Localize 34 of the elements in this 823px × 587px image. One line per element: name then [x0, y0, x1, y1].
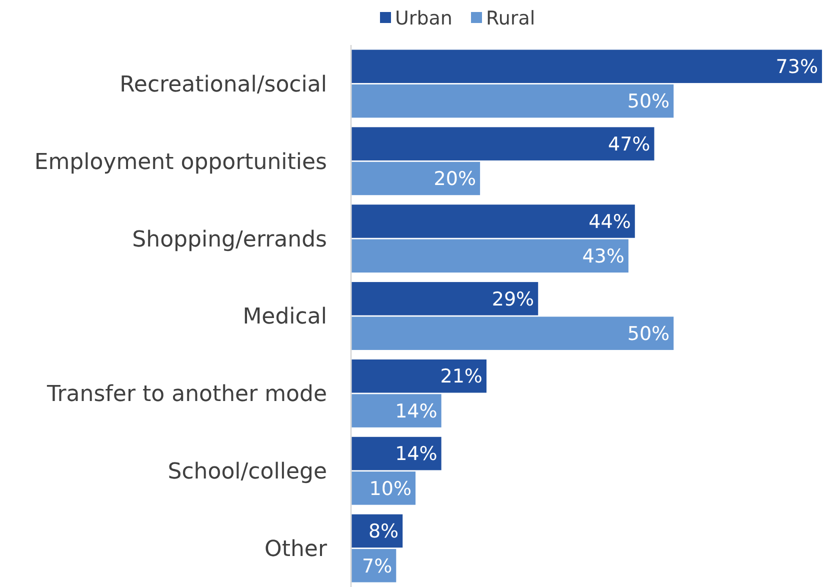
bar	[351, 282, 538, 316]
bar	[351, 394, 442, 428]
data-label: 7%	[362, 555, 392, 578]
data-label: 14%	[395, 400, 438, 422]
data-label: 50%	[627, 90, 670, 113]
data-label: 29%	[492, 288, 534, 310]
bar	[351, 359, 486, 393]
bar	[351, 436, 442, 470]
data-label: 10%	[369, 478, 412, 500]
data-label: 20%	[434, 168, 476, 190]
bar	[351, 162, 480, 196]
y-tick-label: Recreational/social	[120, 72, 327, 98]
data-label: 50%	[627, 322, 670, 345]
y-tick-label: Shopping/errands	[132, 227, 327, 252]
data-label: 43%	[582, 246, 624, 268]
bar	[351, 127, 654, 160]
y-tick-label: Medical	[242, 304, 327, 330]
data-label: 73%	[776, 56, 818, 78]
y-tick-label: Transfer to another mode	[46, 382, 327, 408]
legend-label: Rural	[486, 8, 536, 30]
data-label: 44%	[588, 210, 631, 233]
bar	[351, 84, 674, 118]
y-tick-label: School/college	[168, 460, 327, 485]
data-label: 14%	[395, 443, 438, 466]
data-label: 47%	[608, 133, 650, 156]
legend-label: Urban	[395, 8, 452, 30]
bar	[351, 239, 628, 273]
bar	[351, 204, 635, 238]
data-label: 8%	[368, 520, 399, 543]
bar	[351, 50, 822, 84]
bar	[351, 316, 674, 350]
y-tick-label: Employment opportunities	[34, 150, 327, 175]
data-label: 21%	[440, 366, 482, 388]
y-tick-label: Other	[264, 536, 328, 562]
